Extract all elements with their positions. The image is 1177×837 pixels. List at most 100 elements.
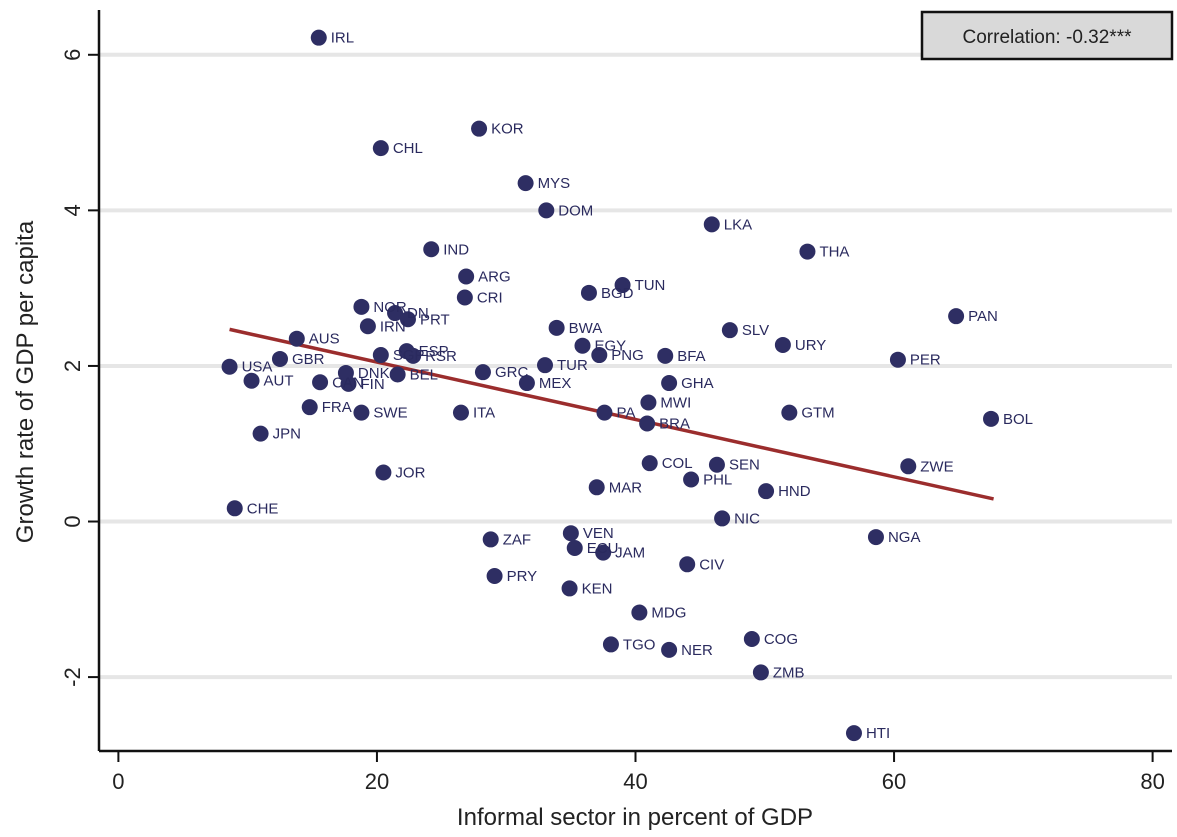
point-label-sen: SEN <box>729 457 760 474</box>
data-point-mar <box>588 479 605 496</box>
point-label-cog: COG <box>764 631 798 648</box>
data-point-bwa <box>548 319 565 336</box>
tick-labels: 0 20 40 60 80 -2 0 2 4 6 <box>60 49 1165 794</box>
point-label-gha: GHA <box>681 375 714 392</box>
data-point-dn <box>387 305 404 322</box>
point-label-mex: MEX <box>539 375 572 392</box>
y-tick-label: 0 <box>60 515 85 527</box>
point-label-bwa: BWA <box>569 320 603 337</box>
data-point-aut <box>243 372 260 389</box>
y-tick-label: -2 <box>60 667 85 687</box>
data-point-jpn <box>252 425 269 442</box>
data-point-irl <box>310 29 327 46</box>
data-point-mys <box>517 175 534 192</box>
data-point-lka <box>703 216 720 233</box>
data-point-zmb <box>752 664 769 681</box>
point-label-arg: ARG <box>478 268 511 285</box>
point-label-tgo: TGO <box>623 636 656 653</box>
data-point-hnd <box>758 483 775 500</box>
point-label-irl: IRL <box>331 30 354 47</box>
data-point-civ <box>679 556 696 573</box>
data-point-cog <box>743 630 760 647</box>
point-label-slv: SLV <box>742 322 769 339</box>
y-tick-label: 2 <box>60 360 85 372</box>
correlation-box: Correlation: -0.32*** <box>920 10 1174 61</box>
point-label-per: PER <box>910 352 941 369</box>
point-label-usa: USA <box>242 359 273 376</box>
point-label-dom: DOM <box>558 202 593 219</box>
point-label-hti: HTI <box>866 725 890 742</box>
data-point-rsr <box>405 347 422 364</box>
point-label-bgd: BGD <box>601 285 634 302</box>
point-label-fra: FRA <box>322 399 352 416</box>
point-label-che: CHE <box>247 500 279 517</box>
point-label-mwi: MWI <box>660 395 691 412</box>
data-point-can <box>312 374 329 391</box>
data-point-ita <box>452 404 469 421</box>
data-point-che <box>226 500 243 517</box>
data-point-ind <box>423 241 440 258</box>
data-point-cri <box>456 289 473 306</box>
y-tick-label: 4 <box>60 204 85 216</box>
data-point-zwe <box>900 458 917 475</box>
data-point-col <box>641 455 658 472</box>
x-tick-label: 80 <box>1140 769 1164 794</box>
point-label-mar: MAR <box>609 479 643 496</box>
data-point-nic <box>714 510 731 527</box>
point-label-lka: LKA <box>724 216 752 233</box>
point-label-tha: THA <box>819 244 849 261</box>
data-point-tun <box>614 277 631 294</box>
data-point-gbr <box>271 350 288 367</box>
data-point-slv <box>721 322 738 339</box>
point-label-egy: EGY <box>594 338 626 355</box>
data-point-sgp <box>372 347 389 364</box>
data-point-tha <box>799 243 816 260</box>
point-label-tur: TUR <box>557 357 588 374</box>
point-label-phl: PHL <box>703 472 732 489</box>
data-point-egy <box>574 337 591 354</box>
x-axis-label: Informal sector in percent of GDP <box>457 804 813 831</box>
data-point-pan <box>948 308 965 325</box>
points-layer <box>221 29 1000 742</box>
data-point-grc <box>474 364 491 381</box>
point-label-ury: URY <box>795 337 826 354</box>
point-label-grc: GRC <box>495 364 529 381</box>
data-point-fin <box>340 375 357 392</box>
data-point-per <box>889 351 906 368</box>
point-label-mys: MYS <box>538 175 571 192</box>
data-point-bfa <box>657 347 674 364</box>
point-label-zwe: ZWE <box>920 458 953 475</box>
y-axis-label: Growth rate of GDP per capita <box>12 220 39 543</box>
data-point-pa <box>596 404 613 421</box>
point-label-dnk: DNK <box>358 365 390 382</box>
data-point-fra <box>301 399 318 416</box>
point-label-nic: NIC <box>734 510 760 527</box>
data-point-bel <box>389 366 406 383</box>
point-label-png: PNG <box>611 347 644 364</box>
x-tick-label: 40 <box>623 769 647 794</box>
point-label-jpn: JPN <box>273 426 301 443</box>
point-label-ita: ITA <box>473 405 495 422</box>
point-label-can: CAN <box>332 374 364 391</box>
point-label-fin: FIN <box>361 376 385 393</box>
point-label-bfa: BFA <box>677 348 705 365</box>
data-point-irn <box>359 318 376 335</box>
point-label-ven: VEN <box>583 525 614 542</box>
point-label-col: COL <box>662 455 693 472</box>
x-tick-label: 0 <box>112 769 124 794</box>
data-point-swe <box>353 404 370 421</box>
data-point-arg <box>458 268 475 285</box>
point-label-pa: PA <box>616 405 635 422</box>
data-point-bol <box>983 410 1000 427</box>
correlation-box-frame <box>920 10 1174 61</box>
point-label-gbr: GBR <box>292 351 325 368</box>
point-label-chl: CHL <box>393 140 423 157</box>
data-point-nor <box>353 298 370 315</box>
point-label-bra: BRA <box>659 416 690 433</box>
data-point-zaf <box>482 531 499 548</box>
data-point-tgo <box>602 636 619 653</box>
point-label-nga: NGA <box>888 529 921 546</box>
point-label-jam: JAM <box>615 545 645 562</box>
data-point-nga <box>867 529 884 546</box>
